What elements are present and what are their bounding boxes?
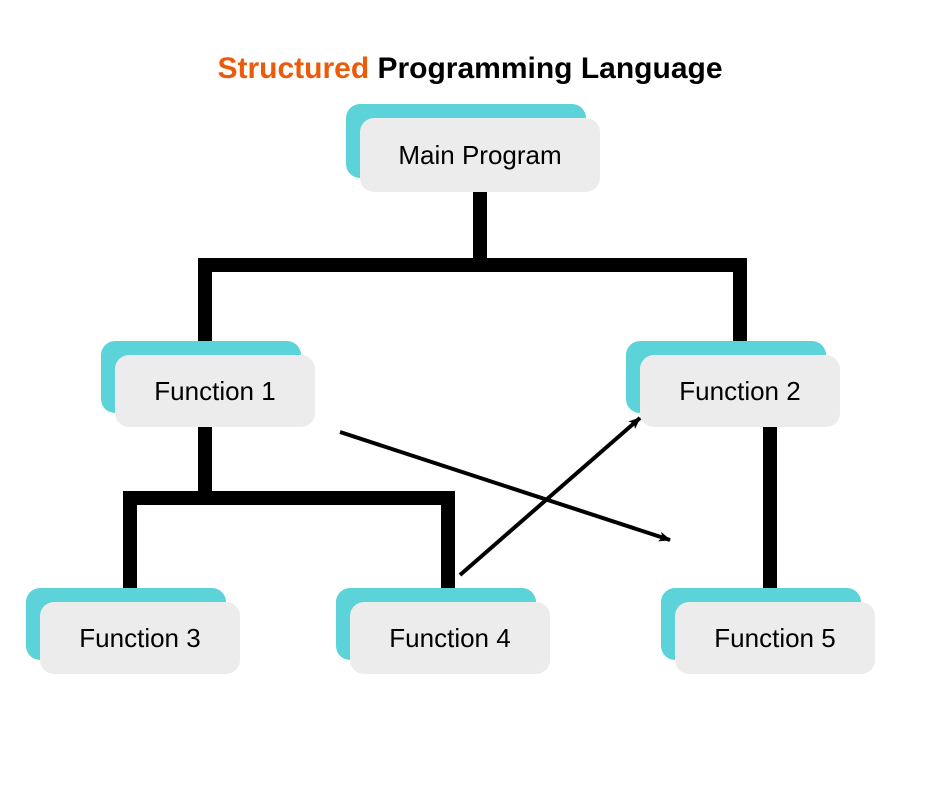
node-label: Main Program	[398, 140, 561, 171]
diagram-title: Structured Programming Language	[0, 52, 940, 86]
title-rest: Programming Language	[369, 52, 722, 85]
node-function-5: Function 5	[675, 602, 875, 674]
node-main-program: Main Program	[360, 118, 600, 192]
node-front: Function 5	[675, 602, 875, 674]
node-function-1: Function 1	[115, 355, 315, 427]
diagram-stage: Structured Programming Language Main Pro…	[0, 0, 940, 788]
node-label: Function 1	[154, 376, 275, 407]
cross-arrows	[340, 418, 670, 575]
node-front: Function 3	[40, 602, 240, 674]
node-front: Main Program	[360, 118, 600, 192]
title-accent: Structured	[217, 52, 369, 85]
node-front: Function 4	[350, 602, 550, 674]
node-label: Function 5	[714, 623, 835, 654]
node-function-4: Function 4	[350, 602, 550, 674]
node-label: Function 4	[389, 623, 510, 654]
node-function-3: Function 3	[40, 602, 240, 674]
node-label: Function 3	[79, 623, 200, 654]
node-function-2: Function 2	[640, 355, 840, 427]
node-front: Function 2	[640, 355, 840, 427]
node-front: Function 1	[115, 355, 315, 427]
node-label: Function 2	[679, 376, 800, 407]
